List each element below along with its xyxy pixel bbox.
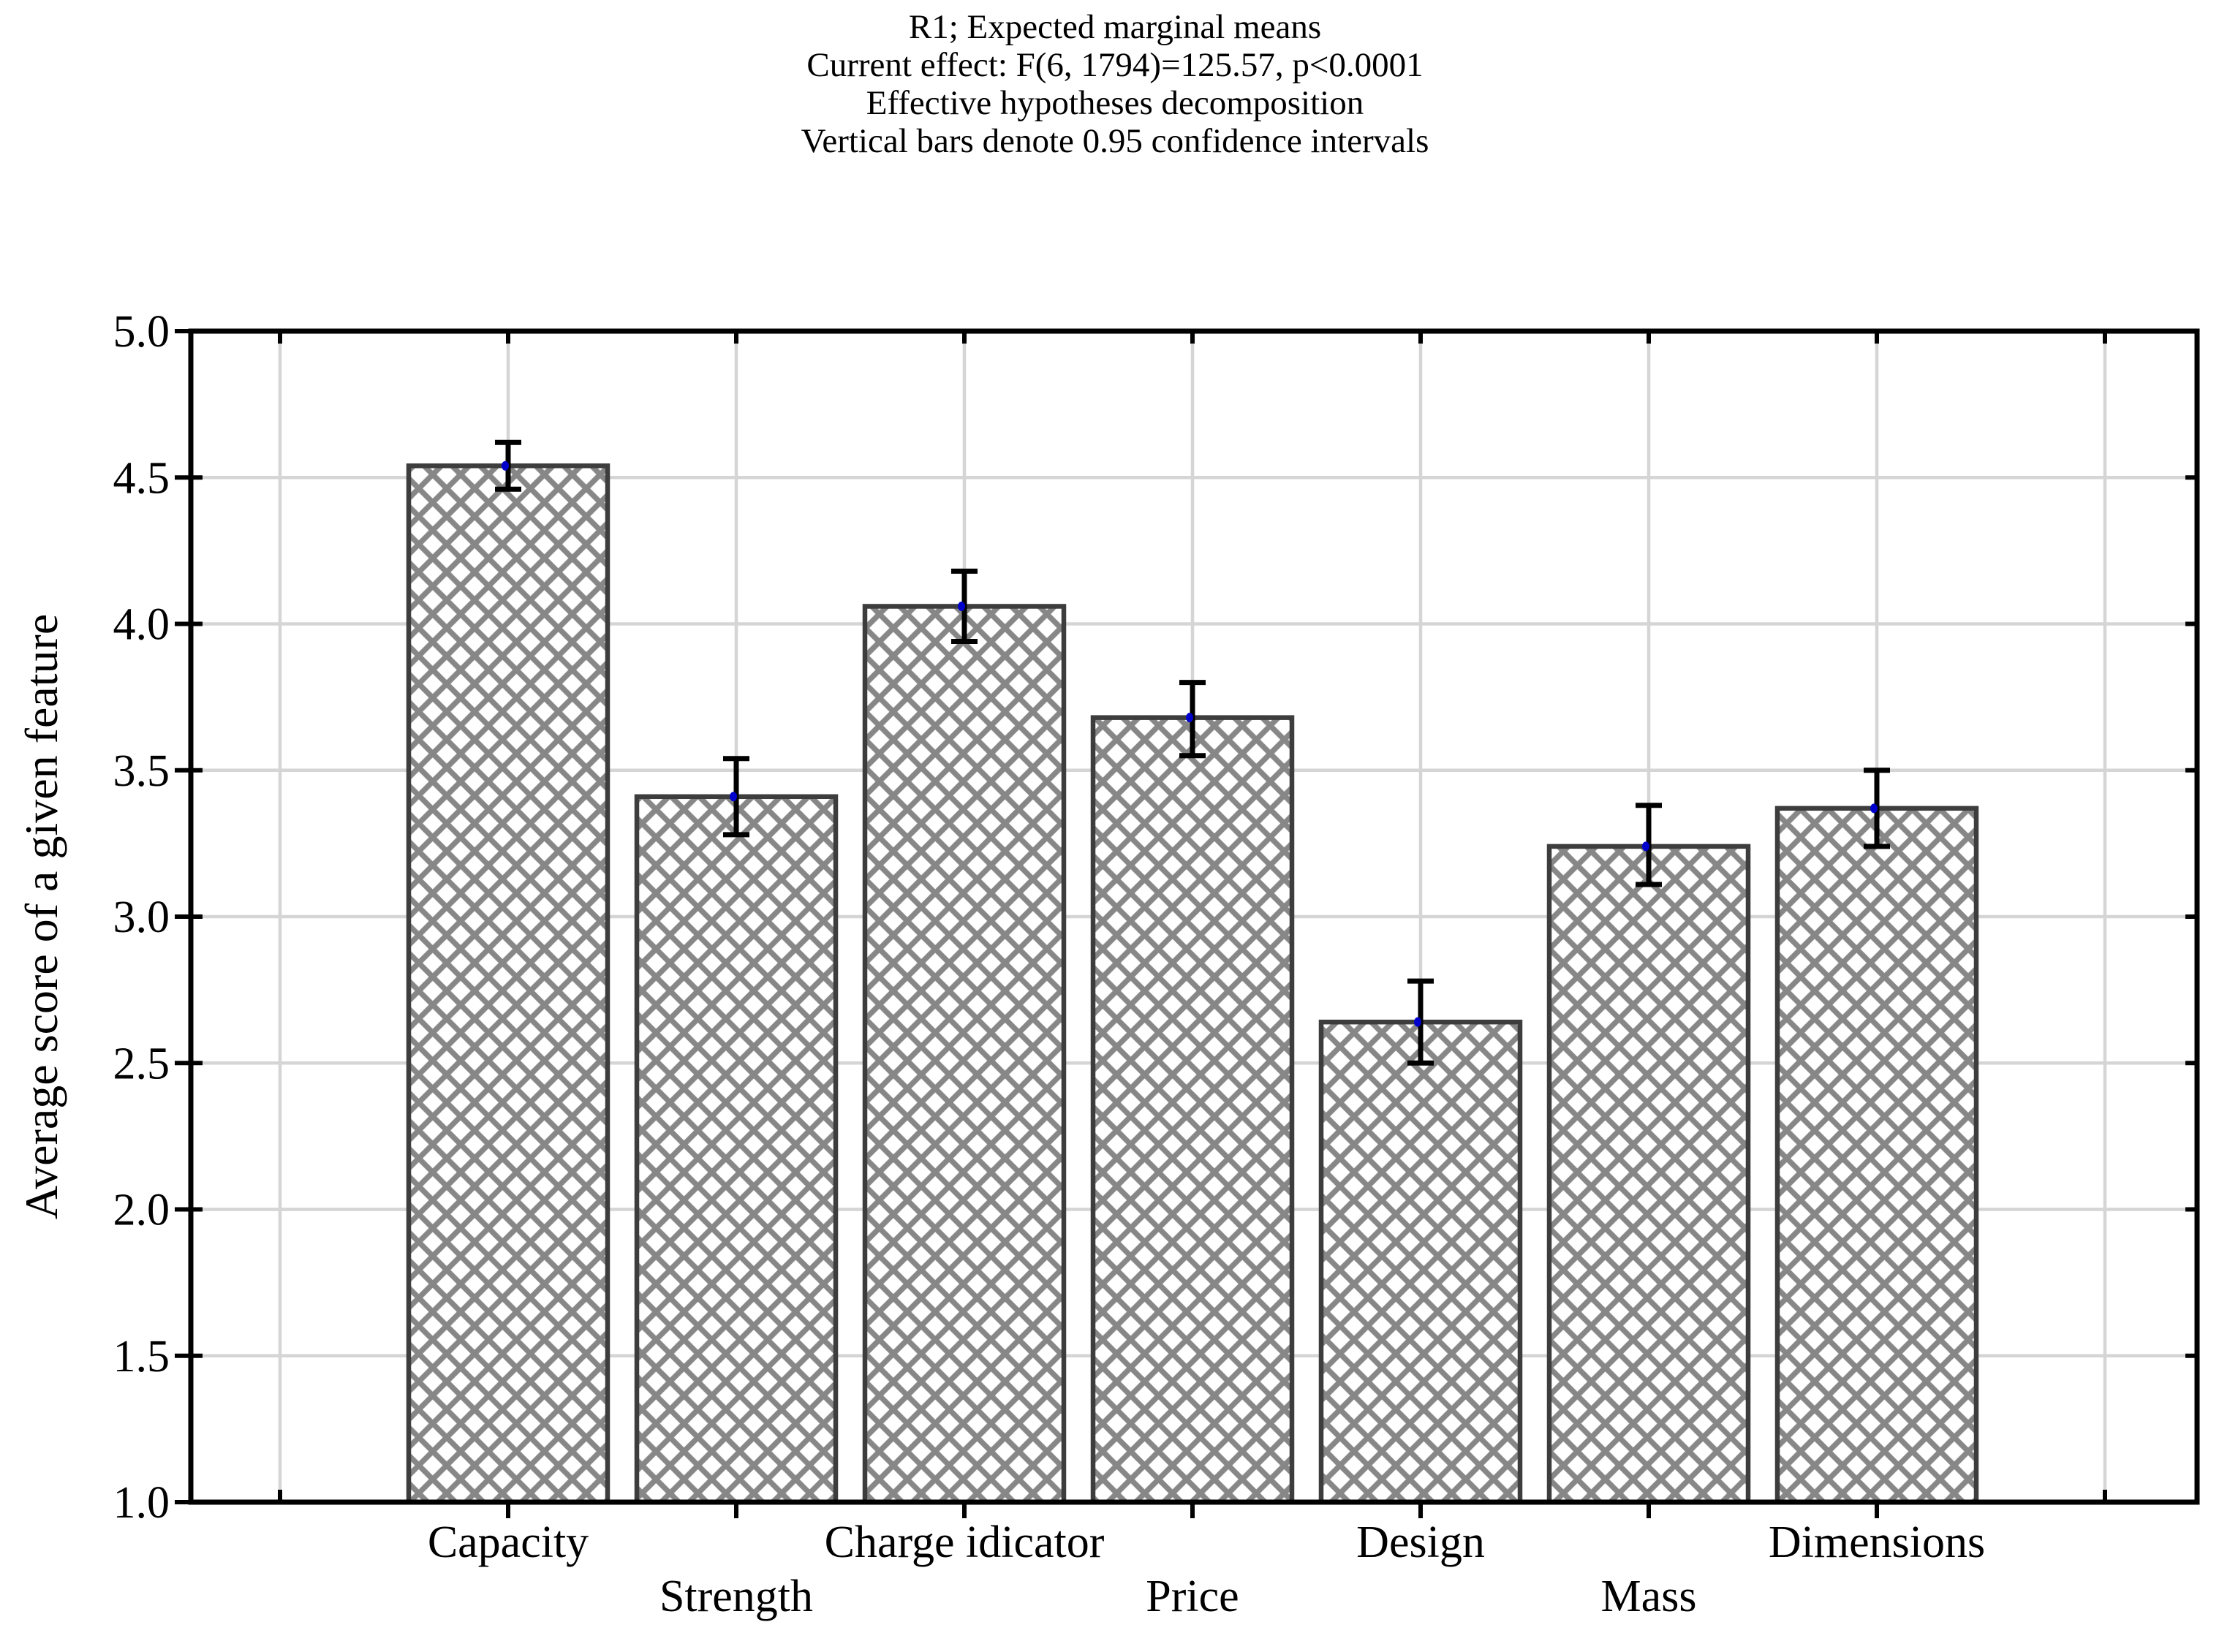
error-bar-capacity [495,439,521,492]
y-tick-label-4-0: 4.0 [113,600,170,650]
chart-title-line-1: R1; Expected marginal means [909,8,1321,46]
x-label-capacity: Capacity [428,1518,589,1567]
mean-marker-charge-idicator [958,601,965,611]
outer-axis-ticks [175,329,1879,1518]
y-axis-title: Average score of a given feature [15,614,67,1220]
x-label-dimensions: Dimensions [1769,1518,1985,1567]
error-bar-mass [1636,803,1662,887]
error-bar-dimensions [1864,768,1890,849]
bar-strength [634,794,839,1505]
y-tick-label-2-5: 2.5 [113,1039,170,1088]
error-bar-price [1179,680,1206,759]
y-tick-label-1-5: 1.5 [113,1332,170,1382]
mean-marker-price [1186,713,1193,723]
error-bars [495,439,1890,1066]
chart-title-line-2: Current effect: F(6, 1794)=125.57, p<0.0… [806,46,1423,84]
y-tick-label-3-0: 3.0 [113,893,170,942]
mean-marker-capacity [502,461,509,471]
y-tick-labels: 5.0 4.5 4.0 3.5 3.0 2.5 2.0 1.5 1.0 [113,307,170,1528]
y-tick-label-3-5: 3.5 [113,746,170,796]
bar-mass [1546,844,1751,1505]
y-tick-label-5-0: 5.0 [113,307,170,357]
x-label-design: Design [1356,1518,1485,1567]
y-tick-label-2-0: 2.0 [113,1186,170,1235]
bar-dimensions [1774,806,1979,1505]
y-tick-label-4-5: 4.5 [113,453,170,503]
y-tick-label-1-0: 1.0 [113,1478,170,1528]
mean-marker-dimensions [1870,803,1878,814]
bar-capacity [406,463,610,1505]
chart-title-line-4: Vertical bars denote 0.95 confidence int… [801,122,1429,160]
mean-marker-mass [1642,841,1649,852]
bar-charge-idicator [862,604,1067,1505]
x-label-mass: Mass [1601,1572,1697,1621]
chart-title-line-3: Effective hypotheses decomposition [866,84,1364,122]
x-label-price: Price [1146,1572,1239,1621]
bar-price [1090,715,1295,1505]
mean-marker-strength [730,792,737,802]
bar-design [1318,1019,1523,1505]
error-bar-charge-idicator [951,568,978,645]
x-label-charge-idicator: Charge idicator [825,1518,1105,1567]
x-label-strength: Strength [659,1572,813,1621]
error-bar-strength [723,756,749,838]
mean-marker-design [1414,1017,1421,1027]
error-bar-design [1407,978,1434,1066]
